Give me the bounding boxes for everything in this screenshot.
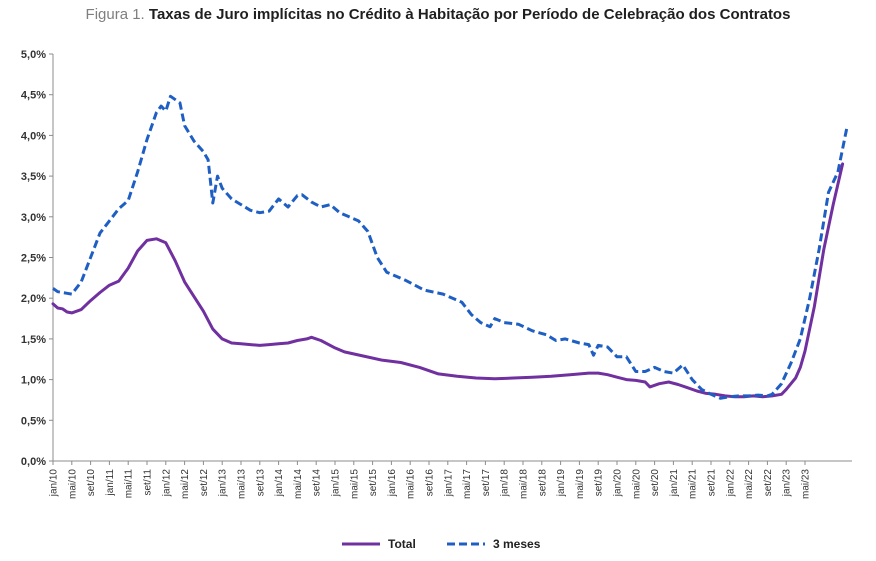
x-tick-label: set/21 <box>707 469 718 497</box>
x-tick-label: mai/13 <box>237 469 248 499</box>
x-tick-label: jan/22 <box>725 469 736 498</box>
x-tick-label: mai/10 <box>67 469 78 499</box>
x-tick-label: mai/19 <box>575 469 586 499</box>
x-tick-label: mai/14 <box>293 469 304 499</box>
x-tick-label: set/15 <box>368 469 379 497</box>
x-tick-label: jan/13 <box>218 469 229 498</box>
x-tick-label: jan/11 <box>105 469 116 497</box>
x-tick-label: mai/22 <box>744 469 755 499</box>
series-line-3-meses <box>52 94 849 400</box>
x-tick-label: mai/21 <box>688 469 699 499</box>
legend-label-3-meses: 3 meses <box>493 537 541 551</box>
x-tick-label: jan/18 <box>500 469 511 498</box>
x-tick-label: set/11 <box>143 469 154 496</box>
x-tick-label: jan/23 <box>782 469 793 498</box>
x-tick-label: jan/16 <box>387 469 398 498</box>
y-tick-label: 0,5% <box>21 415 46 427</box>
x-tick-label: mai/12 <box>180 469 191 499</box>
y-tick-label: 1,5% <box>21 334 46 346</box>
x-tick-label: set/10 <box>86 469 97 497</box>
y-tick-label: 4,0% <box>21 130 46 142</box>
x-tick-label: jan/14 <box>274 469 285 498</box>
y-tick-label: 1,0% <box>21 375 46 387</box>
figure-prefix: Figura 1. <box>85 6 145 23</box>
x-tick-label: set/16 <box>425 469 436 497</box>
x-tick-label: jan/12 <box>161 469 172 498</box>
x-tick-label: mai/23 <box>801 469 812 499</box>
x-tick-label: mai/18 <box>519 469 530 499</box>
x-tick-label: set/17 <box>481 469 492 497</box>
x-tick-label: jan/21 <box>669 469 680 498</box>
y-tick-label: 4,5% <box>21 90 46 102</box>
y-tick-label: 2,0% <box>21 293 46 305</box>
series-line-total <box>51 162 845 399</box>
legend: Total 3 meses <box>342 537 541 551</box>
x-tick-label: mai/20 <box>631 469 642 499</box>
x-tick-label: jan/20 <box>613 469 624 498</box>
y-tick-label: 2,5% <box>21 253 46 265</box>
axes: 0,0% 0,5% 1,0% 1,5% 2,0% 2,5% 3,0% 3,5% 4,0% 4,5%… <box>21 49 852 499</box>
title-text: Taxas de Juro implícitas no Crédito à Ha… <box>148 6 791 23</box>
y-tick-label: 3,0% <box>21 212 46 224</box>
x-tick-label: set/14 <box>312 469 323 497</box>
legend-label-total: Total <box>388 537 416 551</box>
y-tick-label: 3,5% <box>21 171 46 183</box>
x-tick-label: jan/15 <box>331 469 342 498</box>
x-tick-label: jan/19 <box>556 469 567 498</box>
x-tick-label: set/20 <box>650 469 661 497</box>
x-tick-label: set/22 <box>763 469 774 497</box>
y-tick-label: 0,0% <box>21 456 46 468</box>
x-tick-label: set/19 <box>594 469 605 497</box>
x-tick-label: mai/15 <box>349 469 360 499</box>
x-tick-label: jan/17 <box>443 469 454 498</box>
chart-title: Figura 1. Taxas de Juro implícitas no Cr… <box>0 6 876 23</box>
x-tick-label: mai/11 <box>124 469 135 499</box>
x-tick-label: jan/10 <box>49 469 60 498</box>
x-tick-label: mai/16 <box>406 469 417 499</box>
series-layer <box>51 94 849 400</box>
x-tick-label: set/13 <box>255 469 266 497</box>
x-tick-label: set/12 <box>199 469 210 497</box>
x-tick-label: mai/17 <box>462 469 473 499</box>
y-tick-label: 5,0% <box>21 49 46 61</box>
x-tick-label: set/18 <box>537 469 548 497</box>
